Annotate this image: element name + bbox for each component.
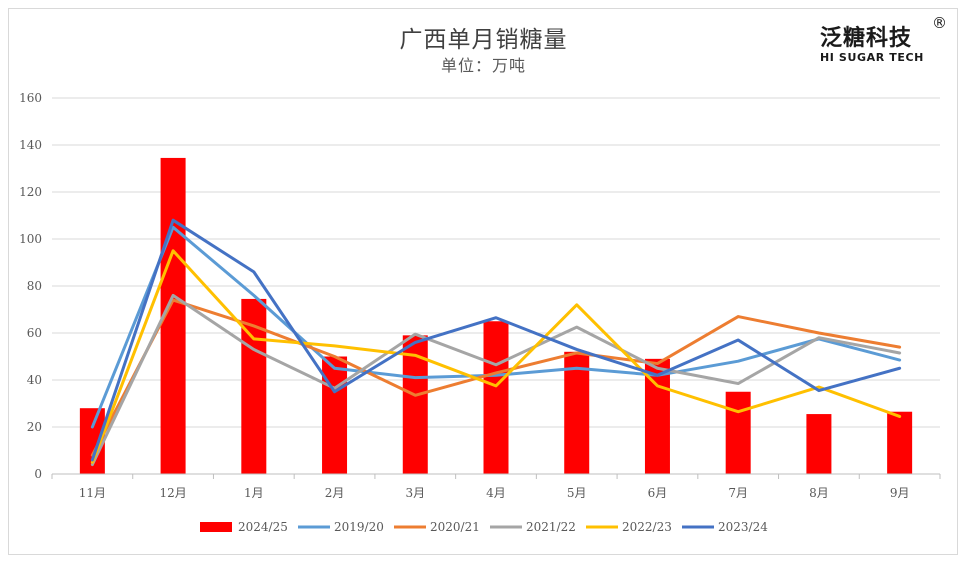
x-tick-label: 12月: [159, 486, 186, 500]
grid-layer: [52, 97, 940, 428]
y-tick-label: 120: [19, 185, 42, 199]
x-tick-label: 9月: [890, 486, 910, 500]
logo-sub-text: HI SUGAR TECH: [820, 51, 924, 64]
x-tick-label: 11月: [79, 486, 106, 500]
chart-title: 广西单月销糖量: [399, 27, 568, 53]
legend-label: 2022/23: [622, 520, 672, 534]
x-tick-label: 2月: [325, 486, 345, 500]
y-tick-label: 100: [19, 232, 42, 246]
y-tick-label: 160: [19, 91, 42, 105]
bar-2024/25-9月: [887, 411, 913, 474]
x-tick-label: 5月: [567, 486, 587, 500]
logo-main-text: 泛糖科技: [820, 26, 913, 51]
bar-layer: [79, 157, 913, 475]
x-tick-label: 3月: [405, 486, 425, 500]
bar-2024/25-5月: [564, 351, 590, 474]
axis-layer: 0 20 40 60 80 100 120 140 160 11月 12月 1月 2月 3月 4月 5月 6月 7…: [19, 91, 941, 500]
bar-2024/25-4月: [483, 321, 509, 474]
chart-subtitle: 单位：万吨: [440, 56, 526, 75]
company-logo: 泛糖科技 ® HI SUGAR TECH: [820, 14, 950, 68]
legend-label: 2019/20: [334, 520, 384, 534]
legend-label: 2024/25: [238, 520, 288, 534]
bar-2024/25-7月: [725, 391, 751, 474]
logo-registered-mark: ®: [932, 14, 947, 32]
y-tick-label: 40: [27, 373, 42, 387]
x-tick-label: 6月: [648, 486, 668, 500]
x-tick-label: 4月: [486, 486, 506, 500]
bar-2024/25-8月: [806, 414, 832, 474]
x-tick-label: 7月: [728, 486, 748, 500]
y-tick-label: 20: [27, 420, 42, 434]
line-layer: [90, 218, 902, 467]
legend-layer: 2024/25 2019/20 2020/21 2021/22 2022/23 2023/…: [200, 520, 768, 534]
bar-2024/25-2月: [322, 356, 348, 474]
legend-label: 2020/21: [430, 520, 480, 534]
y-tick-label: 80: [27, 279, 42, 293]
x-tick-label: 1月: [244, 486, 264, 500]
y-tick-label: 140: [19, 138, 42, 152]
y-tick-label: 60: [27, 326, 42, 340]
x-tick-label: 8月: [809, 486, 829, 500]
y-tick-label: 0: [34, 467, 42, 481]
legend-swatch-bar: [200, 522, 232, 532]
legend-label: 2023/24: [718, 520, 768, 534]
legend-label: 2021/22: [526, 520, 576, 534]
